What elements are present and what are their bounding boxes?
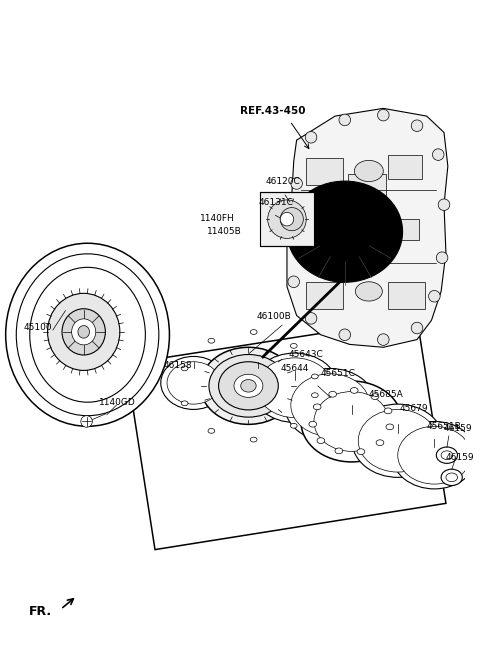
Ellipse shape [339, 329, 350, 340]
Ellipse shape [350, 388, 358, 394]
Bar [306, 282, 343, 309]
Ellipse shape [436, 252, 448, 263]
Text: 45651C: 45651C [321, 369, 356, 378]
Ellipse shape [305, 131, 317, 143]
Ellipse shape [314, 392, 389, 451]
Polygon shape [287, 108, 448, 348]
Ellipse shape [291, 178, 302, 189]
Ellipse shape [78, 326, 89, 338]
Ellipse shape [268, 200, 306, 238]
Ellipse shape [200, 348, 297, 424]
Ellipse shape [441, 469, 462, 486]
Text: FR.: FR. [29, 604, 52, 618]
Ellipse shape [290, 423, 297, 428]
Ellipse shape [357, 449, 365, 455]
Ellipse shape [241, 380, 256, 392]
Text: 46158: 46158 [164, 361, 192, 370]
Ellipse shape [30, 267, 145, 402]
Ellipse shape [386, 424, 394, 430]
Ellipse shape [317, 438, 325, 443]
Ellipse shape [384, 408, 392, 414]
Ellipse shape [181, 366, 188, 371]
Ellipse shape [329, 392, 336, 397]
Bar [306, 219, 337, 240]
Ellipse shape [181, 401, 188, 405]
Ellipse shape [250, 437, 257, 442]
Ellipse shape [291, 374, 370, 436]
Ellipse shape [392, 422, 477, 489]
Ellipse shape [305, 313, 317, 324]
Text: 11405B: 11405B [207, 227, 242, 236]
Ellipse shape [167, 362, 220, 404]
Ellipse shape [355, 282, 383, 301]
Ellipse shape [411, 120, 423, 131]
Text: REF.43-450: REF.43-450 [240, 106, 305, 116]
Ellipse shape [286, 228, 298, 239]
Text: 46159: 46159 [446, 453, 475, 462]
Ellipse shape [257, 358, 332, 418]
Bar [306, 158, 343, 185]
Ellipse shape [16, 254, 159, 416]
Ellipse shape [312, 374, 318, 379]
Text: 1140FH: 1140FH [200, 214, 235, 223]
Ellipse shape [411, 322, 423, 334]
Ellipse shape [378, 334, 389, 346]
FancyBboxPatch shape [260, 193, 314, 246]
Text: 45643C: 45643C [289, 350, 324, 359]
Ellipse shape [432, 149, 444, 160]
Ellipse shape [208, 338, 215, 343]
Ellipse shape [250, 330, 257, 334]
Ellipse shape [335, 448, 343, 454]
Text: 46120C: 46120C [266, 177, 300, 186]
Text: 46159: 46159 [444, 424, 473, 433]
Ellipse shape [218, 362, 278, 410]
Ellipse shape [376, 440, 384, 445]
Text: 45679: 45679 [400, 405, 428, 413]
Text: 45644: 45644 [280, 364, 309, 373]
Polygon shape [126, 319, 446, 550]
Text: 45651B: 45651B [427, 422, 461, 431]
Ellipse shape [72, 319, 96, 345]
Bar [388, 282, 425, 309]
Ellipse shape [81, 416, 92, 427]
Ellipse shape [280, 208, 303, 231]
Ellipse shape [429, 290, 440, 302]
Bar [348, 174, 386, 203]
Ellipse shape [378, 109, 389, 121]
Ellipse shape [446, 473, 457, 482]
Ellipse shape [234, 374, 263, 397]
Ellipse shape [352, 404, 444, 478]
Text: 1140GD: 1140GD [99, 397, 136, 407]
Text: 46100B: 46100B [256, 312, 291, 321]
Ellipse shape [436, 447, 457, 463]
Bar [388, 219, 419, 240]
Ellipse shape [313, 404, 321, 410]
Ellipse shape [339, 114, 350, 125]
Ellipse shape [48, 293, 120, 371]
Ellipse shape [6, 243, 169, 426]
Ellipse shape [280, 212, 294, 226]
Ellipse shape [309, 421, 317, 427]
Text: 45100: 45100 [24, 323, 53, 332]
Ellipse shape [62, 309, 106, 355]
Ellipse shape [398, 426, 471, 484]
Ellipse shape [288, 276, 300, 288]
Ellipse shape [312, 393, 318, 397]
Ellipse shape [290, 344, 297, 348]
Ellipse shape [161, 357, 226, 409]
Ellipse shape [208, 428, 215, 434]
Ellipse shape [358, 409, 437, 472]
Ellipse shape [301, 381, 402, 462]
Ellipse shape [287, 181, 403, 283]
Ellipse shape [438, 199, 450, 210]
Text: 45685A: 45685A [369, 390, 404, 399]
Text: 46131C: 46131C [258, 198, 293, 207]
Bar [388, 154, 422, 179]
Ellipse shape [285, 369, 376, 442]
Ellipse shape [441, 451, 453, 459]
Ellipse shape [371, 394, 379, 399]
Ellipse shape [354, 160, 384, 181]
Ellipse shape [252, 353, 338, 422]
Ellipse shape [209, 355, 288, 417]
